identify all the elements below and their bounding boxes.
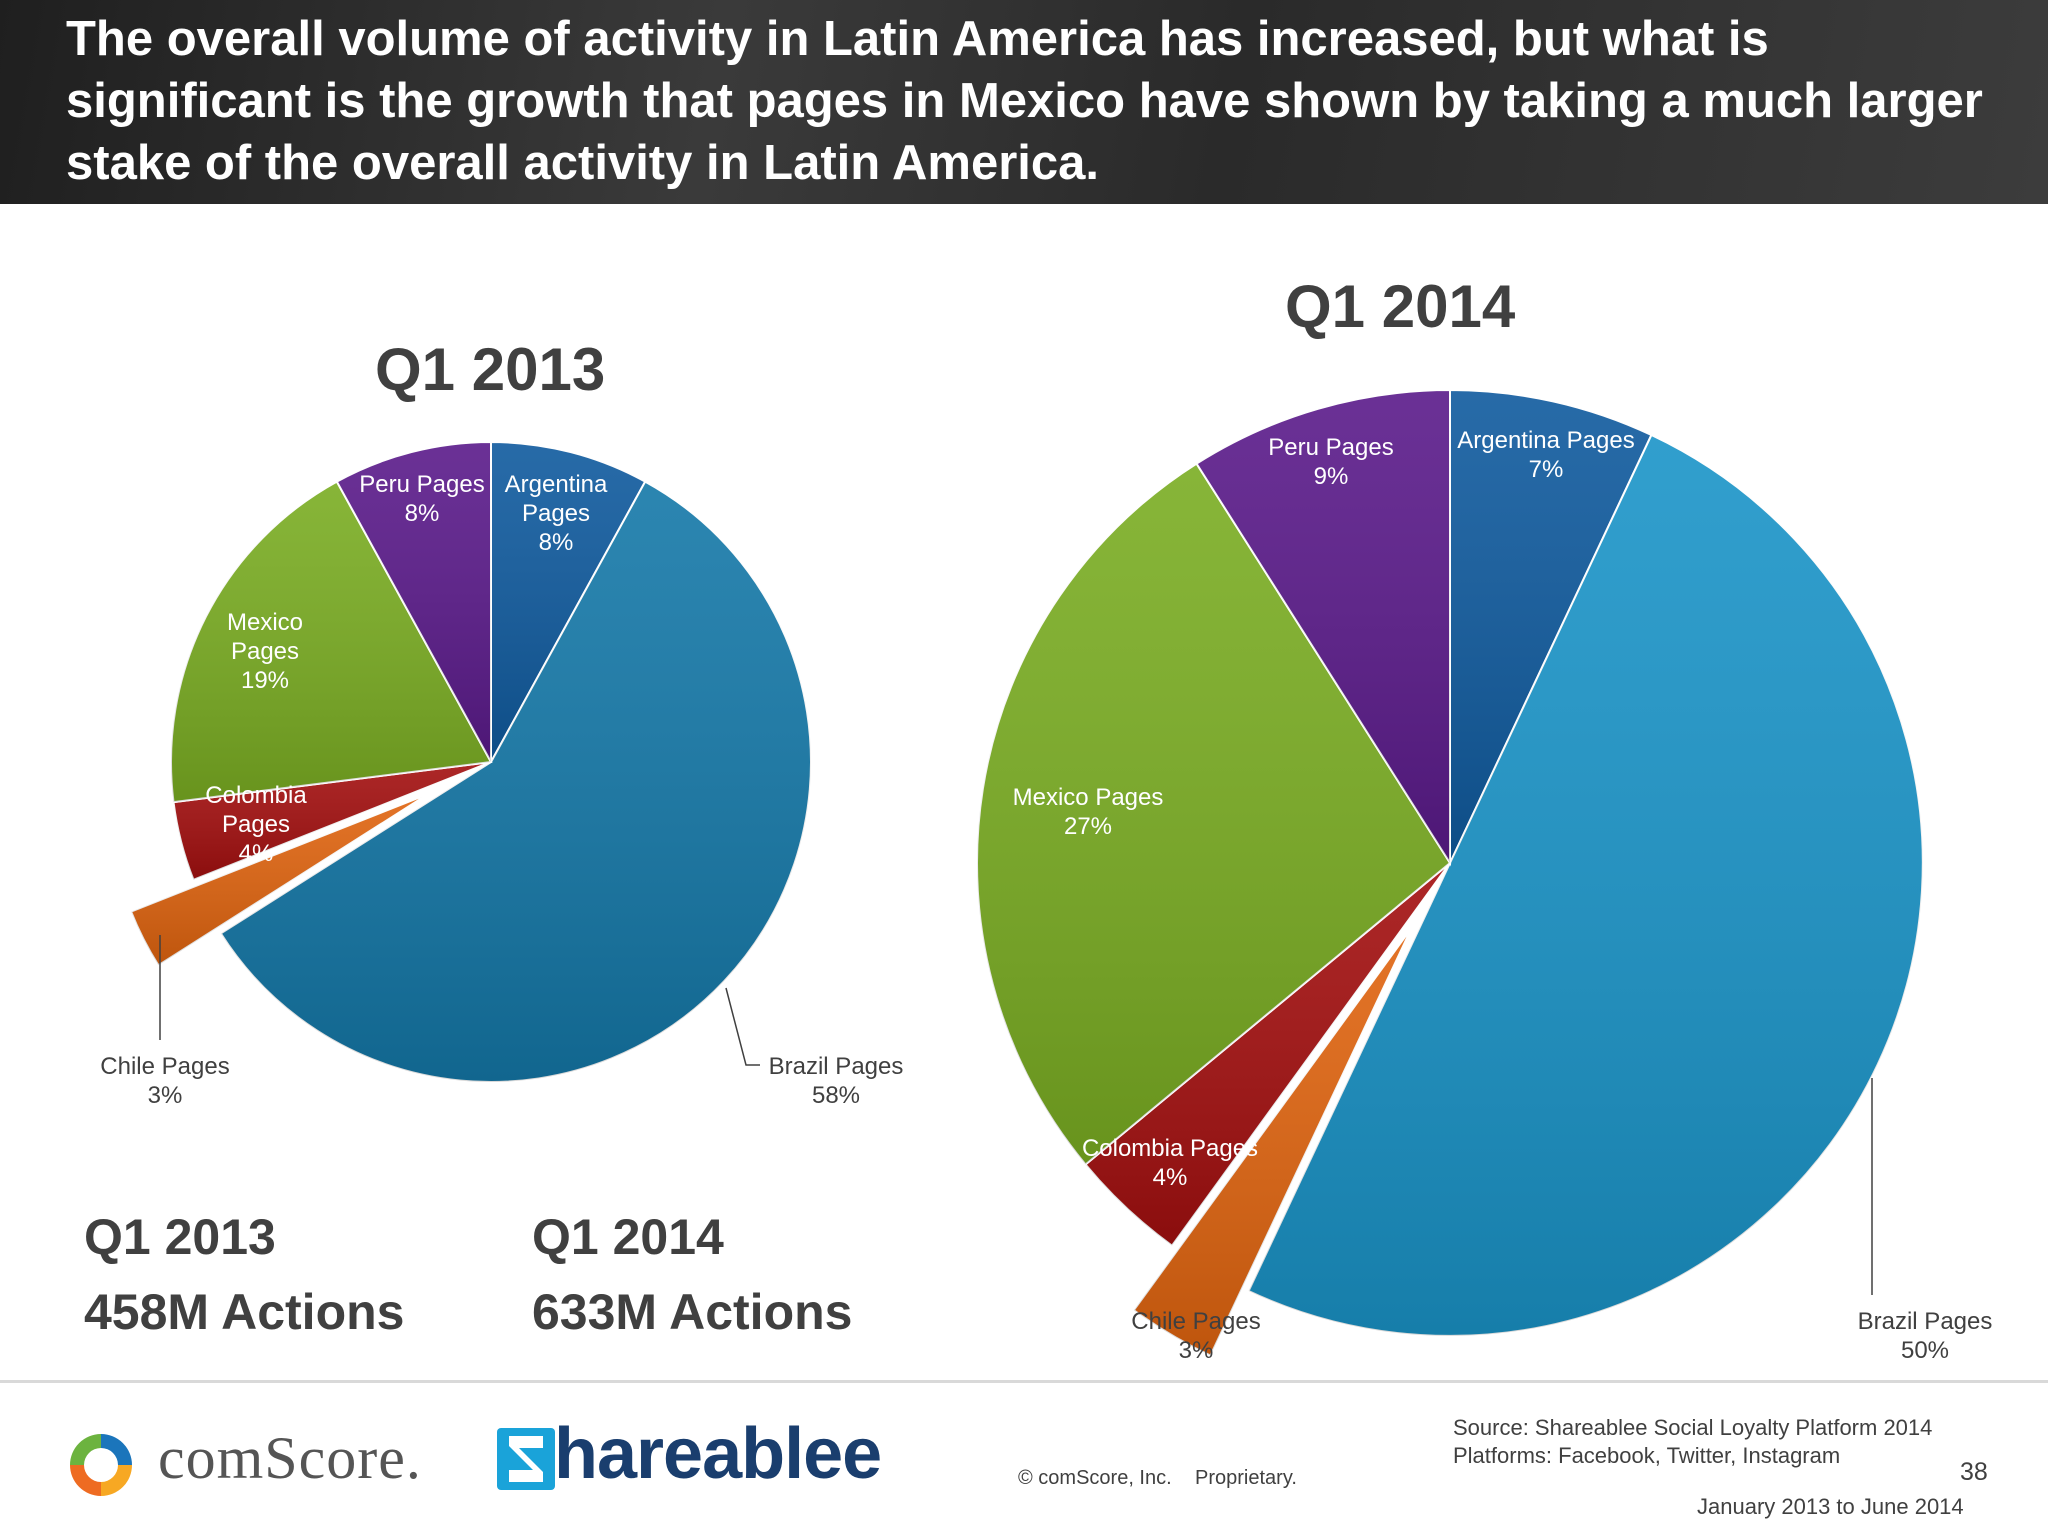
stat-q2013-value: 458M Actions bbox=[84, 1284, 405, 1340]
pie-slice-shading bbox=[131, 793, 429, 966]
data-label-chile-pages: Chile Pages 3% bbox=[1131, 1308, 1260, 1364]
data-label-colombia-pages: Colombia Pages 4% bbox=[205, 782, 307, 867]
leader-line-brazil-pages bbox=[725, 987, 760, 1066]
stat-q2013-label: Q1 2013 bbox=[84, 1209, 276, 1265]
data-label-mexico-pages: Mexico Pages 19% bbox=[227, 609, 303, 694]
stat-q2014-label: Q1 2014 bbox=[532, 1209, 724, 1265]
pie-slice-shading bbox=[336, 442, 491, 762]
data-label-argentina-pages: Argentina Pages 7% bbox=[1457, 427, 1634, 483]
pie-slice-shading bbox=[220, 481, 811, 1082]
proprietary-text: Proprietary. bbox=[1195, 1467, 1297, 1489]
data-label-brazil-pages: Brazil Pages 58% bbox=[769, 1053, 904, 1109]
pie-charts: Argentina Pages 8% Brazil Pages 58% Chile Pag… bbox=[100, 388, 1993, 1364]
footer-divider bbox=[0, 1380, 2048, 1383]
comscore-logo-icon bbox=[70, 1434, 132, 1496]
pie-slice-shading bbox=[1133, 927, 1412, 1356]
data-label-argentina-pages: Argentina Pages 8% bbox=[505, 471, 608, 556]
pie-slice-shading bbox=[977, 463, 1450, 1165]
pie-q1-2013: Argentina Pages 8% Brazil Pages 58% Chile Pag… bbox=[100, 440, 904, 1109]
shareablee-s-icon bbox=[497, 1428, 555, 1490]
pie-slice-shading bbox=[491, 442, 646, 762]
pie-slice-shading bbox=[1085, 863, 1450, 1246]
pie-q1-2014: Argentina Pages 7% Brazil Pages 50% Chile Pa… bbox=[976, 388, 1993, 1364]
data-label-mexico-pages: Mexico Pages 27% bbox=[1013, 784, 1164, 840]
chart-title-q1-2014: Q1 2014 bbox=[1285, 273, 1516, 340]
pie-slice-shading bbox=[171, 481, 491, 803]
slide-title: The overall volume of activity in Latin … bbox=[66, 12, 1983, 190]
source-text: Source: Shareablee Social Loyalty Platfo… bbox=[1453, 1415, 1933, 1440]
comscore-logo: comScore. bbox=[158, 1425, 422, 1491]
stat-q2014-value: 633M Actions bbox=[532, 1284, 853, 1340]
platforms-text: Platforms: Facebook, Twitter, Instagram bbox=[1453, 1443, 1841, 1468]
pie-slice-shading bbox=[1196, 390, 1450, 863]
pie-slice-shading bbox=[173, 762, 491, 880]
copyright-text: © comScore, Inc. bbox=[1018, 1467, 1172, 1489]
data-label-colombia-pages: Colombia Pages 4% bbox=[1082, 1135, 1258, 1191]
date-range-text: January 2013 to June 2014 bbox=[1697, 1494, 1964, 1519]
data-label-brazil-pages: Brazil Pages 50% bbox=[1858, 1308, 1993, 1364]
page-number: 38 bbox=[1960, 1458, 1988, 1486]
data-label-chile-pages: Chile Pages 3% bbox=[100, 1053, 229, 1109]
data-label-peru-pages: Peru Pages 8% bbox=[359, 471, 484, 527]
data-label-peru-pages: Peru Pages 9% bbox=[1268, 434, 1393, 490]
pie-slice-shading bbox=[1248, 435, 1923, 1336]
header-banner: The overall volume of activity in Latin … bbox=[0, 0, 2048, 204]
shareablee-logo: hareablee bbox=[554, 1414, 882, 1494]
pie-slice-shading bbox=[1450, 390, 1652, 863]
chart-title-q1-2013: Q1 2013 bbox=[375, 336, 606, 403]
